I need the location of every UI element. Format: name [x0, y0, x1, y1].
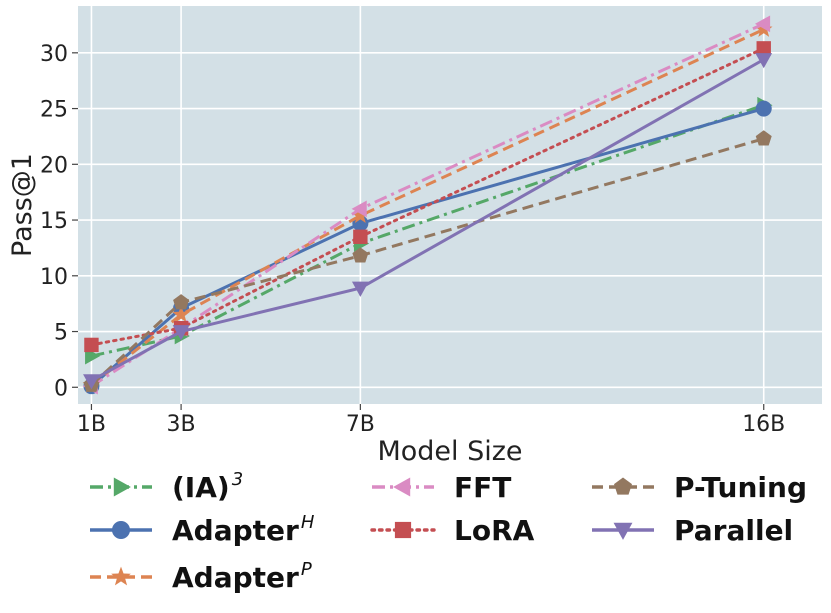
data-point — [351, 281, 369, 297]
data-point — [754, 15, 771, 33]
legend-label: P-Tuning — [674, 471, 807, 504]
data-point — [84, 337, 99, 353]
data-point — [83, 374, 100, 390]
legend-label: LoRA — [454, 514, 535, 547]
y-tick-label: 25 — [40, 98, 68, 123]
series-line — [90, 137, 765, 387]
legend-label: Adapter H — [172, 512, 315, 547]
x-tick-label: 16B — [742, 412, 785, 437]
legend-label: Parallel — [674, 514, 793, 547]
legend-label: (IA) 3 — [172, 469, 243, 504]
y-tick-label: 15 — [40, 209, 68, 234]
data-point — [173, 294, 190, 310]
legend-marker — [614, 477, 632, 495]
y-tick-label: 30 — [40, 42, 68, 67]
series-line — [90, 107, 765, 388]
data-point — [351, 206, 370, 224]
data-point — [351, 200, 367, 218]
data-point — [353, 229, 368, 244]
legend-label: FFT — [454, 471, 511, 504]
legend-entry: (IA) 3 — [90, 469, 243, 504]
legend-marker — [394, 521, 412, 539]
legend: (IA) 3 Adapter H Adapter P FFT LoRA P-Tuning Para… — [90, 469, 807, 594]
y-axis-label: Pass@1 — [7, 153, 38, 257]
data-point — [755, 130, 772, 146]
x-tick-label: 3B — [167, 412, 196, 437]
series-line — [90, 28, 765, 387]
legend-marker — [111, 566, 131, 586]
legend-marker — [613, 522, 633, 540]
legend-entry: P-Tuning — [592, 471, 807, 504]
x-axis-ticks: 1B 3B 7B 16B — [77, 404, 785, 437]
plot-area — [78, 6, 822, 404]
data-point — [172, 325, 190, 341]
series-layer — [82, 15, 773, 395]
y-tick-label: 20 — [40, 153, 68, 178]
legend-marker — [113, 477, 131, 497]
legend-entry: Adapter H — [90, 512, 315, 547]
series-parallel — [83, 53, 773, 390]
series-line — [90, 58, 765, 382]
y-tick-label: 0 — [54, 376, 68, 401]
y-axis-ticks: 0 5 10 15 20 25 30 — [40, 42, 78, 401]
legend-label: Adapter P — [172, 559, 312, 594]
grid — [78, 6, 822, 404]
legend-entry: FFT — [372, 471, 511, 504]
legend-entry: Adapter P — [90, 559, 312, 594]
x-tick-label: 1B — [77, 412, 106, 437]
legend-entry: LoRA — [370, 514, 535, 547]
y-tick-label: 10 — [40, 265, 68, 290]
series-line — [89, 46, 766, 347]
x-tick-label: 7B — [346, 412, 375, 437]
data-point — [755, 53, 773, 69]
y-tick-label: 5 — [54, 321, 68, 346]
legend-marker — [112, 521, 130, 539]
data-point — [756, 41, 771, 56]
legend-marker — [393, 477, 411, 497]
legend-entry: Parallel — [592, 514, 793, 547]
data-point — [172, 305, 190, 323]
x-axis-label: Model Size — [377, 436, 522, 467]
data-point — [755, 100, 772, 117]
data-point — [352, 247, 369, 263]
